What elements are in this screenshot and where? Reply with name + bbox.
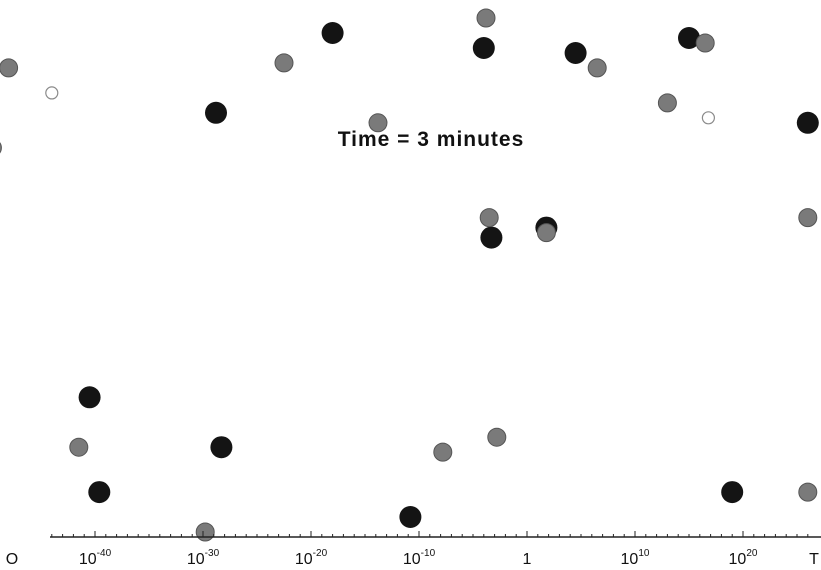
x-axis-tick-labels: O 10-40 10-30 10-20 10-10 1 1010 1020 T bbox=[6, 548, 819, 568]
points-layer bbox=[0, 8, 819, 542]
scatter-point bbox=[195, 522, 215, 542]
scatter-point bbox=[479, 208, 499, 228]
scatter-point bbox=[433, 442, 453, 462]
scatter-point bbox=[721, 481, 744, 504]
scatter-point bbox=[205, 101, 227, 124]
chart-title: Time = 3 minutes bbox=[338, 128, 525, 151]
scatter-point bbox=[78, 386, 101, 409]
scatter-point bbox=[321, 22, 344, 44]
scatter-point bbox=[695, 33, 715, 53]
x-tick-label: 10-20 bbox=[295, 548, 328, 568]
scatter-point bbox=[796, 111, 819, 134]
scatter-point bbox=[587, 58, 607, 78]
scatter-point bbox=[476, 8, 496, 28]
x-tick-label: 1 bbox=[523, 551, 532, 568]
scatter-point bbox=[0, 58, 19, 78]
x-tick-label: O bbox=[6, 551, 18, 568]
scatter-point bbox=[480, 226, 503, 249]
x-tick-label: 10-30 bbox=[187, 548, 220, 568]
scatter-point bbox=[536, 223, 556, 243]
scatter-point bbox=[701, 111, 716, 125]
scatter-point bbox=[657, 93, 677, 113]
x-tick-label: 1010 bbox=[621, 548, 650, 568]
scatter-point bbox=[0, 142, 2, 154]
scatter-point bbox=[274, 53, 294, 73]
scatter-point bbox=[798, 482, 818, 502]
x-tick-label: 10-10 bbox=[403, 548, 436, 568]
scatter-point bbox=[45, 86, 59, 100]
scatter-point bbox=[564, 42, 587, 64]
scatter-point bbox=[69, 437, 89, 457]
x-tick-label: T bbox=[809, 551, 819, 568]
scatter-point bbox=[487, 427, 507, 447]
x-tick-label: 10-40 bbox=[79, 548, 112, 568]
scatter-point bbox=[88, 481, 111, 504]
x-axis-minor-ticks bbox=[51, 531, 809, 537]
scatter-point bbox=[798, 208, 818, 228]
scatter-point bbox=[472, 37, 495, 59]
x-tick-label: 1020 bbox=[729, 548, 758, 568]
scatter-point bbox=[399, 506, 422, 528]
scatter-point bbox=[368, 113, 388, 133]
scatter-point bbox=[678, 27, 700, 49]
scatter-point bbox=[210, 436, 233, 459]
